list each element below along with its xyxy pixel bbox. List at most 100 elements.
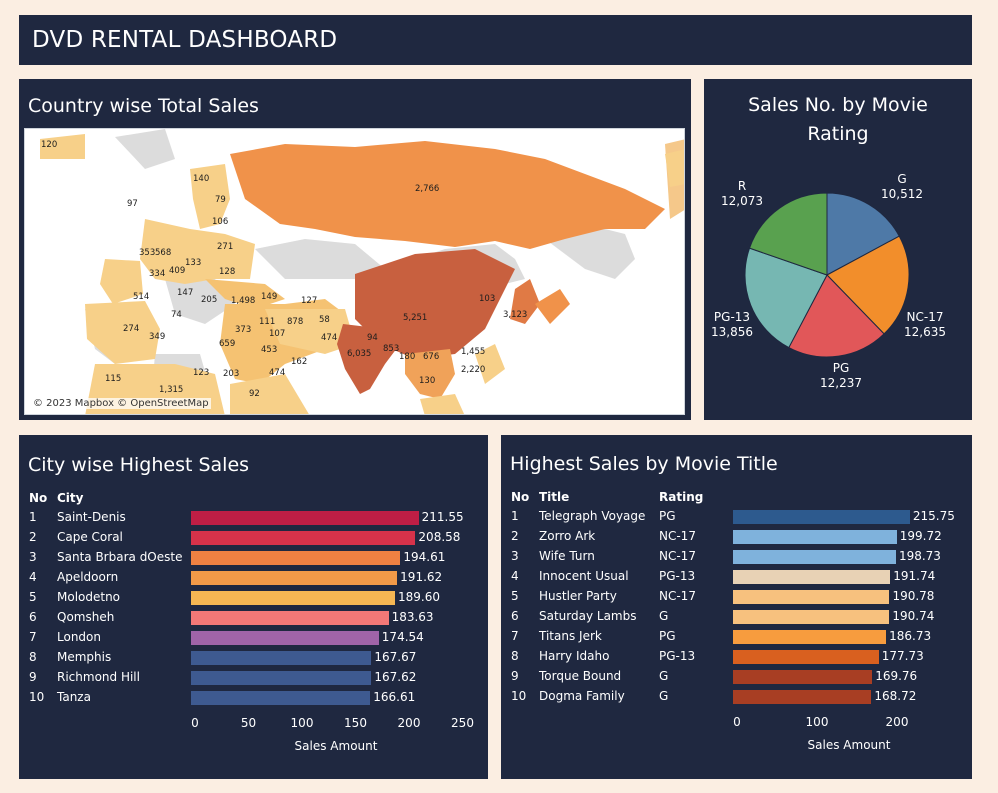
map-label-35: 853 <box>383 344 399 354</box>
movie-row-rating: PG-13 <box>659 569 696 583</box>
city-bar[interactable] <box>191 551 401 565</box>
movie-bar[interactable] <box>733 570 891 584</box>
map-label-21: 3,123 <box>503 310 527 320</box>
city-bar[interactable] <box>191 571 398 585</box>
city-row[interactable]: 8 Memphis 167.67 <box>19 648 488 668</box>
map-label-3: 79 <box>215 195 226 205</box>
city-row[interactable]: 10 Tanza 166.61 <box>19 688 488 708</box>
city-row-no: 7 <box>29 630 37 644</box>
map-label-22: 274 <box>123 324 139 334</box>
movie-row[interactable]: 10 Dogma Family G 168.72 <box>501 687 972 707</box>
movie-bar[interactable] <box>733 610 890 624</box>
city-axis-tick: 150 <box>344 716 367 730</box>
movie-row[interactable]: 3 Wife Turn NC-17 198.73 <box>501 547 972 567</box>
city-axis-tick: 50 <box>240 716 257 730</box>
map-label-38: 180 <box>399 352 415 362</box>
city-row[interactable]: 6 Qomsheh 183.63 <box>19 608 488 628</box>
city-row[interactable]: 2 Cape Coral 208.58 <box>19 528 488 548</box>
city-bar[interactable] <box>191 531 416 545</box>
movie-axis-tick: 0 <box>733 715 741 729</box>
map-label-5: 106 <box>212 217 228 227</box>
movie-bar[interactable] <box>733 510 910 524</box>
pie-slice-r[interactable] <box>748 192 828 276</box>
city-bar-value: 191.62 <box>400 570 443 584</box>
city-row-no: 6 <box>29 610 37 624</box>
movie-bar[interactable] <box>733 550 896 564</box>
movie-sales-title: Highest Sales by Movie Title <box>510 453 778 475</box>
city-bar-value: 166.61 <box>373 690 416 704</box>
movie-row[interactable]: 4 Innocent Usual PG-13 191.74 <box>501 567 972 587</box>
city-row[interactable]: 3 Santa Brbara dOeste 194.61 <box>19 548 488 568</box>
city-axis-tick: 200 <box>397 716 421 730</box>
movie-row-rating: NC-17 <box>659 589 696 603</box>
movie-row-rating: G <box>659 669 669 683</box>
movie-row-no: 7 <box>511 629 519 643</box>
pie-slice-pg[interactable] <box>788 274 885 358</box>
map-canvas[interactable]: 120 140 79 97 106 271 353 568 334 409 13… <box>25 129 685 415</box>
rating-pie-title-line1: Sales No. by Movie <box>748 94 928 116</box>
movie-row[interactable]: 8 Harry Idaho PG-13 177.73 <box>501 647 972 667</box>
pie-slice-g[interactable] <box>826 192 900 276</box>
city-bar[interactable] <box>191 511 419 525</box>
map-label-15: 205 <box>201 295 217 305</box>
map-attribution[interactable]: © 2023 Mapbox © OpenStreetMap <box>31 398 211 409</box>
movie-bar[interactable] <box>733 690 872 704</box>
city-bar[interactable] <box>191 691 371 705</box>
pie-value-nc-17: 12,635 <box>904 325 946 339</box>
movie-row[interactable]: 9 Torque Bound G 169.76 <box>501 667 972 687</box>
movie-bar[interactable] <box>733 670 873 684</box>
pie-value-pg-13: 13,856 <box>711 325 753 339</box>
movie-row[interactable]: 7 Titans Jerk PG 186.73 <box>501 627 972 647</box>
movie-bar[interactable] <box>733 650 879 664</box>
movie-bar[interactable] <box>733 530 897 544</box>
map-label-48: 1,315 <box>159 385 183 395</box>
city-row[interactable]: 1 Saint-Denis 211.55 <box>19 508 488 528</box>
movie-bar-value: 191.74 <box>893 569 936 583</box>
movie-row-title: Wife Turn <box>539 549 595 563</box>
map-label-2: 140 <box>193 174 209 184</box>
movie-row[interactable]: 5 Hustler Party NC-17 190.78 <box>501 587 972 607</box>
city-bar[interactable] <box>191 651 372 665</box>
map-label-42: 123 <box>193 368 209 378</box>
movie-row-no: 8 <box>511 649 519 663</box>
country-sales-map[interactable]: 120 140 79 97 106 271 353 568 334 409 13… <box>24 128 685 415</box>
city-axis-tick: 100 <box>290 716 314 730</box>
map-label-11: 133 <box>185 258 201 268</box>
map-label-23: 74 <box>171 310 182 320</box>
movie-row[interactable]: 2 Zorro Ark NC-17 199.72 <box>501 527 972 547</box>
movie-bar[interactable] <box>733 590 890 604</box>
movie-bar-value: 168.72 <box>874 689 917 703</box>
city-row[interactable]: 9 Richmond Hill 167.62 <box>19 668 488 688</box>
movie-bar-value: 169.76 <box>875 669 918 683</box>
city-row-no: 3 <box>29 550 37 564</box>
city-row[interactable]: 4 Apeldoorn 191.62 <box>19 568 488 588</box>
city-axis-title: Sales Amount <box>294 739 378 753</box>
movie-row[interactable]: 6 Saturday Lambs G 190.74 <box>501 607 972 627</box>
movie-axis-tick: 200 <box>885 715 909 729</box>
city-row[interactable]: 7 London 174.54 <box>19 628 488 648</box>
map-label-25: 373 <box>235 325 251 335</box>
movie-bar-value: 198.73 <box>898 549 941 563</box>
movie-bar[interactable] <box>733 630 887 644</box>
movie-row-no: 10 <box>511 689 527 703</box>
pie-label-nc-17: NC-17 <box>907 310 944 324</box>
city-bar[interactable] <box>191 671 372 685</box>
city-row[interactable]: 5 Molodetno 189.60 <box>19 588 488 608</box>
movie-row-no: 5 <box>511 589 519 603</box>
city-bar[interactable] <box>191 591 395 605</box>
city-row-no: 2 <box>29 530 37 544</box>
map-label-40: 2,220 <box>461 365 485 375</box>
city-col-no: No <box>29 491 48 505</box>
pie-slice-pg-13[interactable] <box>744 247 828 349</box>
rating-pie-panel: Sales No. by Movie Rating G 10,512 NC-17 12… <box>704 79 972 420</box>
movie-row-title: Saturday Lambs <box>539 609 637 623</box>
city-row-name: London <box>57 630 101 644</box>
movie-row[interactable]: 1 Telegraph Voyage PG 215.75 <box>501 507 972 527</box>
movie-row-rating: PG-13 <box>659 649 696 663</box>
city-row-name: Tanza <box>57 690 91 704</box>
city-bar[interactable] <box>191 611 389 625</box>
city-bar-value: 167.62 <box>374 670 417 684</box>
pie-slice-nc-17[interactable] <box>826 235 910 335</box>
city-bar[interactable] <box>191 631 379 645</box>
